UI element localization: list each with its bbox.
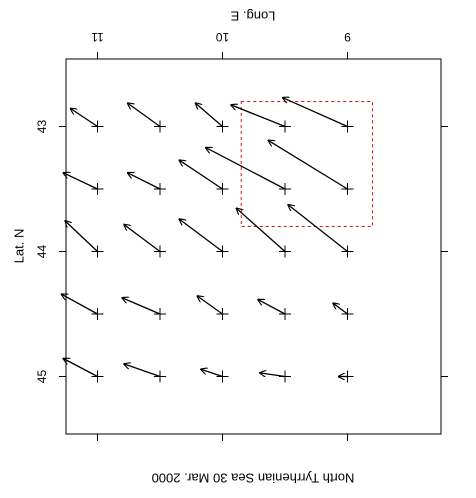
current-vector-arrow xyxy=(268,140,348,190)
current-vector-arrow xyxy=(201,369,223,378)
current-vector-arrow xyxy=(260,373,286,377)
current-vector-arrow xyxy=(62,294,98,315)
current-vector-arrow xyxy=(71,109,98,128)
current-vector-arrow xyxy=(179,219,223,253)
current-vector-arrow xyxy=(63,173,98,190)
current-vector-arrow xyxy=(258,300,286,315)
current-vector-arrow xyxy=(333,303,348,315)
chart-caption: North Tyrrhenian Sea 30 Mar. 2000 xyxy=(152,471,355,486)
current-vector-arrow xyxy=(206,148,286,190)
y-tick-label: 45 xyxy=(35,370,49,384)
plot-frame xyxy=(65,58,442,435)
current-vector-arrow xyxy=(63,359,98,378)
current-vector-arrow xyxy=(197,296,223,315)
x-tick-label: 11 xyxy=(91,30,104,44)
current-vector-arrow xyxy=(288,205,348,253)
current-vector-arrow xyxy=(65,221,98,252)
current-vector-arrow xyxy=(231,105,286,128)
current-vector-arrow xyxy=(196,103,223,127)
x-tick-label: 9 xyxy=(344,30,351,44)
current-vector-arrow xyxy=(124,225,161,253)
y-tick-label: 43 xyxy=(35,120,49,134)
current-vector-arrow xyxy=(179,160,223,190)
current-vector-arrow xyxy=(128,103,161,128)
current-vector-arrow xyxy=(124,364,161,378)
current-vector-arrow xyxy=(128,173,161,190)
current-vector-arrow xyxy=(283,98,348,128)
x-tick-label: 10 xyxy=(216,30,230,44)
current-vector-arrow xyxy=(122,298,161,315)
x-axis-title: Long. E xyxy=(230,9,275,24)
y-tick-label: 44 xyxy=(35,245,49,259)
current-vector-arrow xyxy=(236,208,286,252)
y-axis-title: Lat. N xyxy=(12,229,27,264)
highlight-box xyxy=(240,101,373,227)
